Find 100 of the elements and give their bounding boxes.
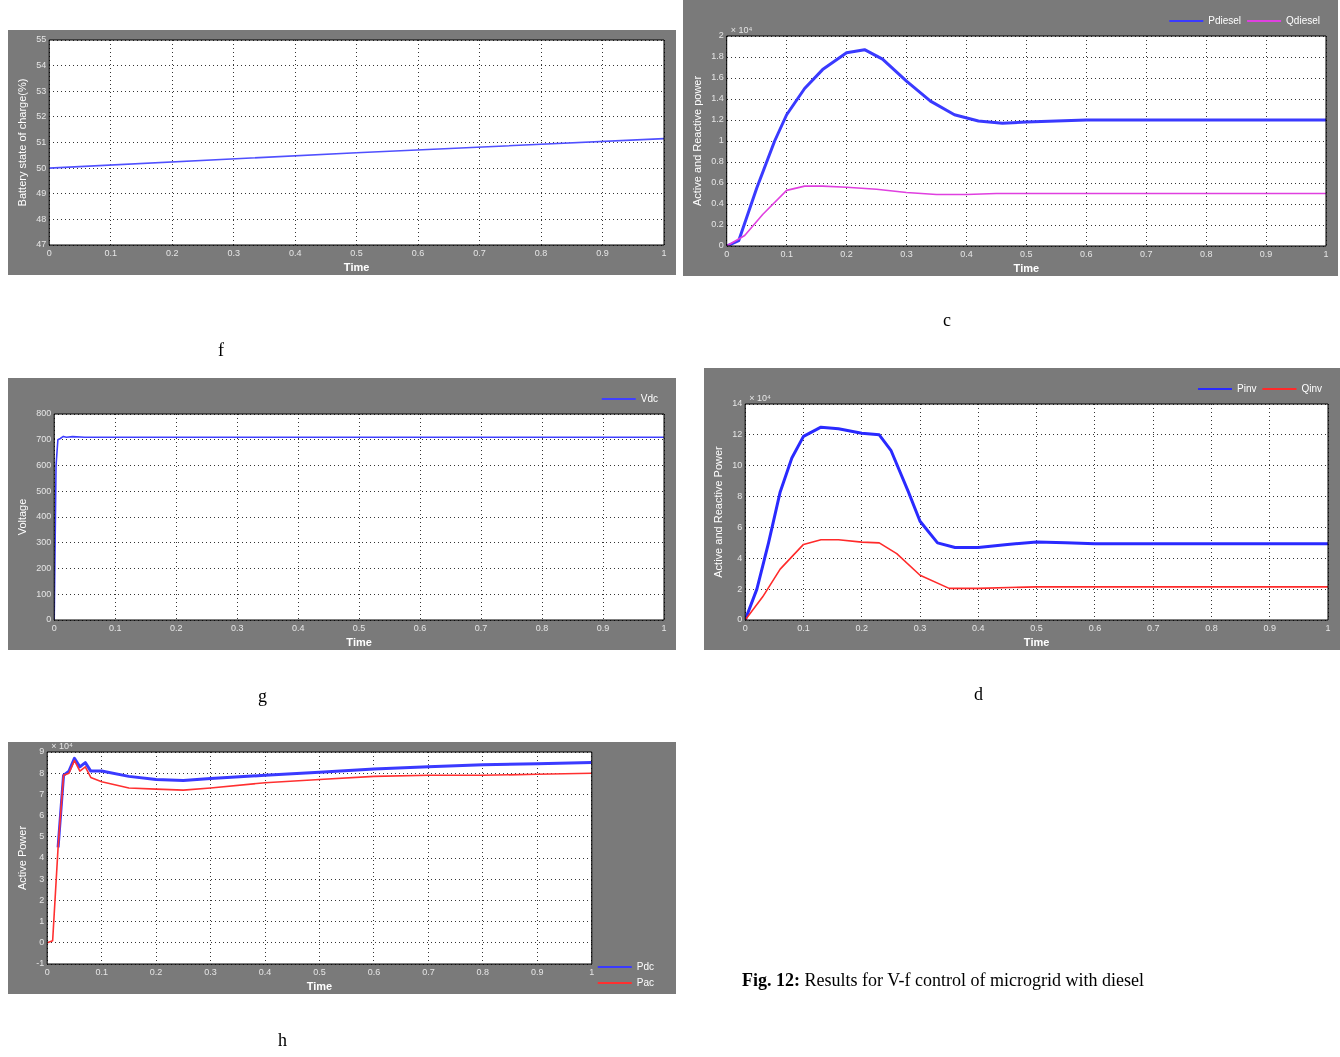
legend-label: Pdiesel xyxy=(1208,14,1242,26)
x-tick-label: 0.9 xyxy=(1259,248,1273,259)
y-tick-label: 1.6 xyxy=(711,72,724,83)
y-tick-label: 5 xyxy=(39,831,45,842)
x-tick-label: 0.6 xyxy=(367,966,381,977)
y-tick-label: 1 xyxy=(718,135,724,146)
x-tick-label: 0.1 xyxy=(797,622,810,633)
x-tick-label: 0.2 xyxy=(840,248,853,259)
y-tick-label: 52 xyxy=(36,111,47,122)
y-tick-label: 1.8 xyxy=(711,51,724,62)
y-tick-label: 1 xyxy=(39,916,45,927)
text: c xyxy=(943,310,951,331)
x-tick-label: 0.2 xyxy=(169,622,183,633)
y-tick-label: 500 xyxy=(36,485,52,496)
x-axis-title: Time xyxy=(346,636,372,649)
text: × 10⁴ xyxy=(749,392,771,403)
x-tick-label: 0.6 xyxy=(1080,248,1093,259)
x-tick-label: 0.8 xyxy=(535,622,549,633)
y-tick-label: 9 xyxy=(39,746,45,757)
y-tick-label: -1 xyxy=(36,958,45,969)
y-axis-title: Active and Reactive Power xyxy=(711,445,724,578)
x-tick-label: 0.8 xyxy=(476,966,490,977)
x-tick-label: 0.4 xyxy=(972,622,985,633)
x-axis-title: Time xyxy=(306,980,333,993)
x-tick-label: 0.4 xyxy=(291,622,305,633)
x-tick-label: 0.5 xyxy=(352,622,366,633)
text: h xyxy=(278,1030,287,1051)
y-tick-label: 54 xyxy=(36,60,47,71)
y-tick-label: 12 xyxy=(732,429,743,440)
legend-label: Pdc xyxy=(636,960,654,972)
x-tick-label: 0.5 xyxy=(1020,248,1033,259)
x-tick-label: 0.5 xyxy=(1030,622,1043,633)
legend-label: Qinv xyxy=(1301,382,1322,394)
y-tick-label: 0.2 xyxy=(711,219,724,230)
y-tick-label: 4 xyxy=(737,552,743,563)
legend-label: Pac xyxy=(636,976,654,988)
x-tick-label: 0.2 xyxy=(855,622,869,633)
y-tick-label: 2 xyxy=(718,30,724,41)
y-tick-label: 3 xyxy=(39,873,45,884)
y-tick-label: 48 xyxy=(36,213,47,224)
x-tick-label: 0.1 xyxy=(108,622,122,633)
x-tick-label: 0.6 xyxy=(411,247,425,258)
x-tick-label: 0.9 xyxy=(596,622,610,633)
y-tick-label: 800 xyxy=(36,408,52,419)
y-tick-label: 10 xyxy=(732,460,743,471)
x-tick-label: 0.2 xyxy=(149,966,163,977)
y-tick-label: 49 xyxy=(36,188,47,199)
y-tick-label: 1.4 xyxy=(711,93,724,104)
x-tick-label: 1 xyxy=(661,247,667,258)
x-tick-label: 0.1 xyxy=(104,247,117,258)
y-tick-label: 700 xyxy=(36,434,52,445)
x-tick-label: 0.7 xyxy=(1146,622,1160,633)
x-tick-label: 0.5 xyxy=(313,966,326,977)
x-tick-label: 0.1 xyxy=(95,966,108,977)
x-tick-label: 0.1 xyxy=(780,248,793,259)
legend-label: Vdc xyxy=(640,392,658,404)
x-tick-label: 0.4 xyxy=(258,966,272,977)
y-tick-label: 300 xyxy=(36,537,52,548)
text: × 10⁴ xyxy=(730,24,753,35)
x-tick-label: 0.4 xyxy=(960,248,973,259)
x-tick-label: 0.3 xyxy=(204,966,217,977)
y-tick-label: 55 xyxy=(36,34,47,45)
y-tick-label: 7 xyxy=(39,788,45,799)
text: Fig. 12: Results for V-f control of microgrid with diesel xyxy=(742,970,1144,991)
y-tick-label: 100 xyxy=(36,588,52,599)
y-tick-label: 51 xyxy=(36,136,47,147)
legend-label: Qdiesel xyxy=(1286,14,1320,26)
x-tick-label: 0.7 xyxy=(422,966,435,977)
x-tick-label: 0.9 xyxy=(596,247,609,258)
x-tick-label: 0.9 xyxy=(531,966,544,977)
y-tick-label: 1.2 xyxy=(711,114,724,125)
text: f xyxy=(218,340,224,361)
x-axis-title: Time xyxy=(343,261,370,274)
text: × 10⁴ xyxy=(51,740,73,751)
x-axis-title: Time xyxy=(1023,636,1050,649)
x-tick-label: 0.6 xyxy=(1088,622,1102,633)
y-tick-label: 47 xyxy=(36,239,47,250)
legend-label: Pinv xyxy=(1236,382,1257,394)
x-tick-label: 1 xyxy=(1323,248,1329,259)
x-tick-label: 0.3 xyxy=(230,622,244,633)
text: g xyxy=(258,686,267,707)
y-axis-title: Active Power xyxy=(15,825,28,891)
x-tick-label: 0.6 xyxy=(413,622,427,633)
x-tick-label: 0.7 xyxy=(474,622,488,633)
y-axis-title: Voltage xyxy=(15,498,28,536)
y-tick-label: 8 xyxy=(737,491,743,502)
text: d xyxy=(974,684,983,705)
y-tick-label: 2 xyxy=(39,894,45,905)
y-tick-label: 0 xyxy=(39,937,45,948)
y-tick-label: 0 xyxy=(46,614,52,625)
x-tick-label: 0.8 xyxy=(1199,248,1213,259)
y-tick-label: 4 xyxy=(39,852,45,863)
x-tick-label: 0.7 xyxy=(1139,248,1153,259)
y-tick-label: 2 xyxy=(737,583,743,594)
x-tick-label: 0.9 xyxy=(1263,622,1276,633)
y-tick-label: 50 xyxy=(36,162,47,173)
y-tick-label: 0 xyxy=(718,240,724,251)
y-tick-label: 14 xyxy=(732,398,743,409)
y-tick-label: 0.6 xyxy=(711,177,724,188)
x-tick-label: 1 xyxy=(661,622,667,633)
